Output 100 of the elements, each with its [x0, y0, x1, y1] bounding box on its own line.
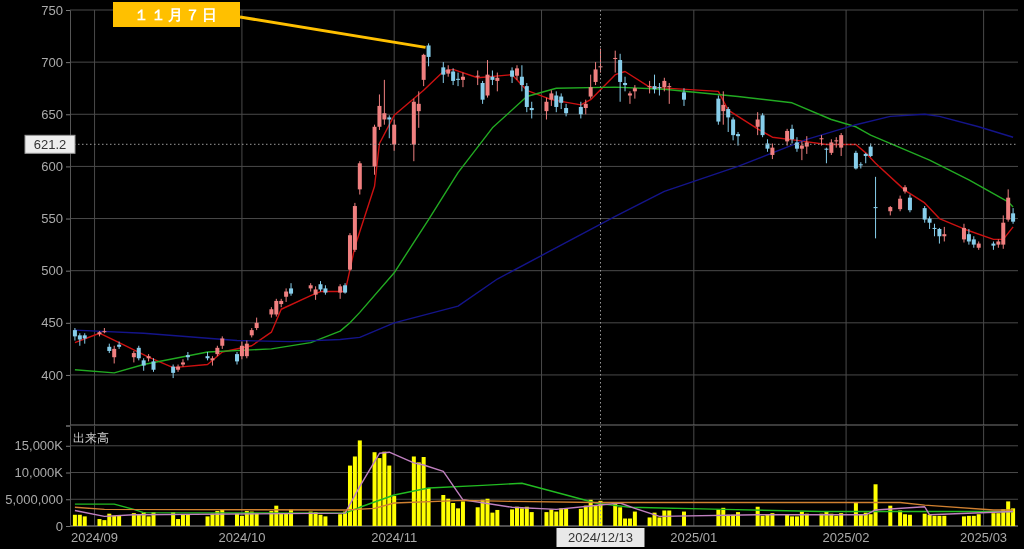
candlestick [790, 124, 795, 144]
x-tick-label: 2024/10 [218, 530, 266, 545]
candlestick [721, 90, 726, 126]
candlestick [554, 90, 559, 113]
candlestick [426, 42, 431, 67]
line-series [74, 451, 1014, 518]
candlestick [510, 66, 515, 84]
x-tick-label: 2025/02 [822, 530, 870, 545]
line-series [74, 113, 1014, 343]
candlestick [176, 364, 181, 373]
candlestick [760, 112, 765, 138]
y-tick-label: 550 [41, 211, 63, 227]
y-tick-label: 0 [55, 518, 63, 534]
x-tick-label: 2025/01 [670, 530, 718, 545]
candlestick [819, 134, 824, 147]
candlestick [731, 116, 736, 141]
bar [441, 494, 446, 526]
candlestick [903, 184, 908, 195]
candlestick [564, 103, 569, 117]
candlestick [451, 67, 456, 86]
candlestick [544, 97, 549, 120]
bar [235, 513, 240, 526]
candlestick [377, 93, 382, 131]
candlestick [441, 61, 446, 84]
candlestick [284, 287, 289, 303]
candlestick [392, 118, 397, 152]
bar [632, 511, 637, 526]
candlestick [627, 90, 632, 105]
bar [873, 484, 878, 526]
candlestick [681, 87, 686, 107]
candlestick [1006, 188, 1011, 223]
candlestick [588, 74, 593, 100]
candlestick [519, 64, 524, 92]
bar [210, 513, 215, 526]
bar [97, 519, 102, 526]
candlestick [613, 50, 618, 74]
candlestick [235, 351, 240, 366]
candlestick [289, 282, 294, 297]
y-tick-label: 400 [41, 367, 63, 383]
bar [898, 510, 903, 526]
candlestick [961, 223, 966, 244]
bar [613, 503, 618, 526]
candlestick [834, 136, 839, 149]
y-tick-label: 500 [41, 263, 63, 279]
bar [819, 513, 824, 526]
bar [185, 514, 190, 526]
bar [323, 516, 328, 526]
line-series [74, 499, 1014, 511]
candlestick [623, 76, 628, 92]
y-axis-title: 出来高 [73, 431, 109, 445]
candlestick [131, 350, 136, 363]
annotation: １１月７日 [134, 6, 219, 23]
bar [254, 513, 259, 526]
candlestick [755, 111, 760, 136]
x-tick-label: 2024/09 [71, 530, 119, 545]
candlestick [657, 82, 662, 96]
candlestick [387, 114, 392, 139]
bar [510, 509, 515, 526]
candlestick [185, 351, 190, 361]
x-tick-label: 2024/11 [371, 530, 418, 545]
bar [991, 513, 996, 526]
ref-line-label: 2024/12/13 [567, 530, 634, 545]
bar [318, 514, 323, 526]
bar [460, 501, 465, 526]
candlestick [460, 72, 465, 88]
y-tick-label: 15,000K [14, 438, 64, 454]
y-tick-label: 450 [41, 315, 63, 331]
candlestick [485, 59, 490, 99]
candlestick [873, 176, 878, 239]
ref-line-label: 621.2 [33, 137, 67, 153]
candlestick [716, 95, 721, 126]
y-tick-label: 700 [41, 54, 63, 70]
bar [765, 514, 770, 526]
y-tick-label: 650 [41, 106, 63, 122]
candlestick [593, 61, 598, 86]
candlestick [475, 69, 480, 86]
y-tick-label: 750 [41, 2, 63, 18]
candlestick [524, 82, 529, 113]
candlestick [794, 136, 799, 153]
bar [927, 514, 932, 526]
candlestick [652, 74, 657, 94]
candlestick [632, 84, 637, 100]
bar [907, 514, 912, 526]
bar [82, 516, 87, 526]
bar [544, 512, 549, 526]
candlestick [495, 72, 500, 92]
bar [372, 452, 377, 526]
bar [976, 514, 981, 526]
bar [338, 514, 343, 526]
bar [804, 513, 809, 526]
bar [205, 516, 210, 526]
y-tick-label: 5,000,000 [5, 491, 63, 507]
bar [932, 515, 937, 526]
candlestick [480, 80, 485, 105]
bar [824, 511, 829, 526]
bar [785, 514, 790, 526]
bar [357, 440, 362, 526]
bar [529, 512, 534, 526]
candlestick [618, 53, 623, 103]
x-tick-label: 2025/03 [960, 530, 1008, 545]
